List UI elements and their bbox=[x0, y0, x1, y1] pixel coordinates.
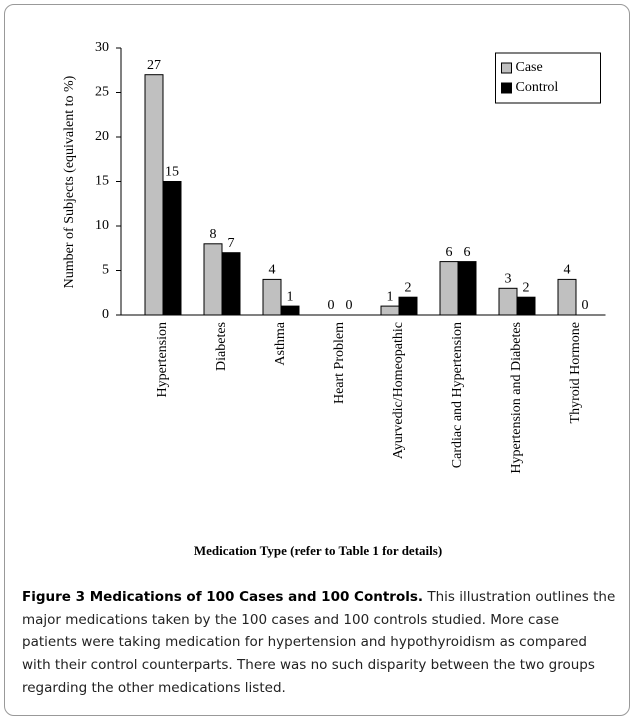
x-axis-label: Medication Type (refer to Table 1 for de… bbox=[194, 543, 442, 558]
bar bbox=[162, 181, 182, 316]
y-tick-label: 5 bbox=[102, 263, 109, 278]
x-tick-label: Asthma bbox=[273, 321, 288, 365]
y-tick-label: 20 bbox=[95, 129, 109, 144]
value-label: 0 bbox=[346, 298, 353, 313]
x-tick-label: Hypertension and Diabetes bbox=[509, 322, 524, 474]
x-tick-label: Hypertension bbox=[155, 322, 170, 397]
y-axis-label: Number of Subjects (equivalent to %) bbox=[62, 75, 77, 288]
bar bbox=[221, 252, 241, 316]
value-label: 7 bbox=[228, 236, 235, 251]
caption: Figure 3 Medications of 100 Cases and 10… bbox=[22, 586, 616, 700]
x-tick-label: Cardiac and Hypertension bbox=[450, 322, 465, 468]
value-label: 1 bbox=[287, 289, 294, 304]
y-tick-label: 10 bbox=[95, 218, 109, 233]
legend-label: Case bbox=[516, 60, 543, 75]
value-label: 2 bbox=[405, 280, 412, 295]
y-tick-label: 25 bbox=[95, 85, 109, 100]
x-tick-label: Diabetes bbox=[214, 322, 229, 371]
bar bbox=[439, 261, 459, 316]
x-tick-label: Thyroid Hormone bbox=[568, 322, 583, 423]
legend-box bbox=[495, 52, 601, 104]
figure-frame bbox=[4, 4, 630, 716]
value-label: 4 bbox=[269, 263, 276, 278]
x-tick-label: Ayurvedic/Homeopathic bbox=[391, 322, 406, 459]
chart: Number of Subjects (equivalent to %) Med… bbox=[62, 40, 606, 558]
value-label: 27 bbox=[147, 58, 161, 73]
value-label: 6 bbox=[446, 245, 453, 260]
bar bbox=[144, 74, 164, 316]
caption-text: This illustration outlines the major med… bbox=[22, 589, 616, 696]
bar bbox=[398, 296, 418, 316]
y-tick-label: 0 bbox=[102, 307, 109, 322]
legend-swatch bbox=[501, 62, 512, 74]
bar bbox=[457, 261, 477, 316]
bar bbox=[498, 287, 518, 316]
value-label: 4 bbox=[564, 263, 571, 278]
value-label: 2 bbox=[523, 280, 530, 295]
value-label: 15 bbox=[165, 165, 179, 180]
value-label: 1 bbox=[387, 289, 394, 304]
bar bbox=[262, 278, 282, 316]
value-label: 0 bbox=[582, 298, 589, 313]
caption-title: Figure 3 Medications of 100 Cases and 10… bbox=[22, 589, 424, 605]
x-tick-label: Heart Problem bbox=[332, 322, 347, 404]
bar bbox=[557, 278, 577, 316]
bar bbox=[203, 243, 223, 316]
y-tick-label: 30 bbox=[95, 40, 109, 55]
value-label: 6 bbox=[464, 245, 471, 260]
value-label: 8 bbox=[210, 227, 217, 242]
value-label: 3 bbox=[505, 272, 512, 287]
y-tick-label: 15 bbox=[95, 174, 109, 189]
value-label: 0 bbox=[328, 298, 335, 313]
bar bbox=[280, 305, 300, 316]
legend-swatch bbox=[501, 82, 512, 94]
legend-label: Control bbox=[516, 80, 559, 95]
bar bbox=[380, 305, 400, 316]
bar bbox=[516, 296, 536, 316]
